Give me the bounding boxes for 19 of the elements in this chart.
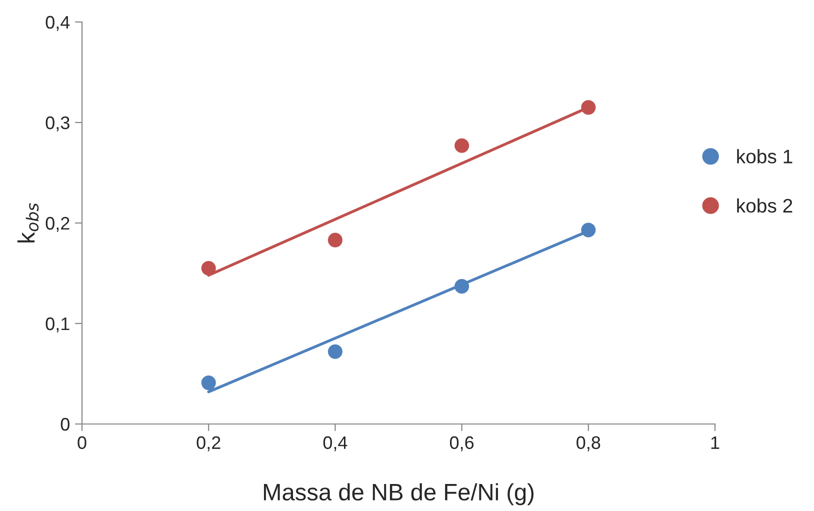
x-tick-label: 0,2: [196, 436, 220, 452]
x-tick-label: 0,6: [450, 436, 474, 452]
x-tick-label: 0: [78, 436, 86, 450]
point: [328, 232, 342, 248]
y-tick-label: 0,1: [46, 317, 70, 332]
y-tick-label: 0,3: [46, 116, 70, 132]
y-tick-label: 0,4: [46, 16, 70, 31]
point: [454, 138, 470, 153]
legend-label: kobs 1: [737, 149, 792, 164]
x-tick-label: 0,8: [576, 436, 600, 452]
y-tick-label: 0,2: [46, 216, 70, 232]
point: [201, 376, 216, 390]
x-tick-label: 0,4: [323, 436, 348, 452]
legend-label: kobs 2: [737, 198, 792, 213]
y-tick-label: 0: [60, 418, 70, 431]
x-tick-label: 1: [711, 436, 720, 449]
x-axis-title: Massa de NB de Fe/Ni (g): [264, 483, 534, 506]
y-axis-title: k$_{obs}$: [17, 203, 39, 242]
point: [328, 344, 342, 359]
